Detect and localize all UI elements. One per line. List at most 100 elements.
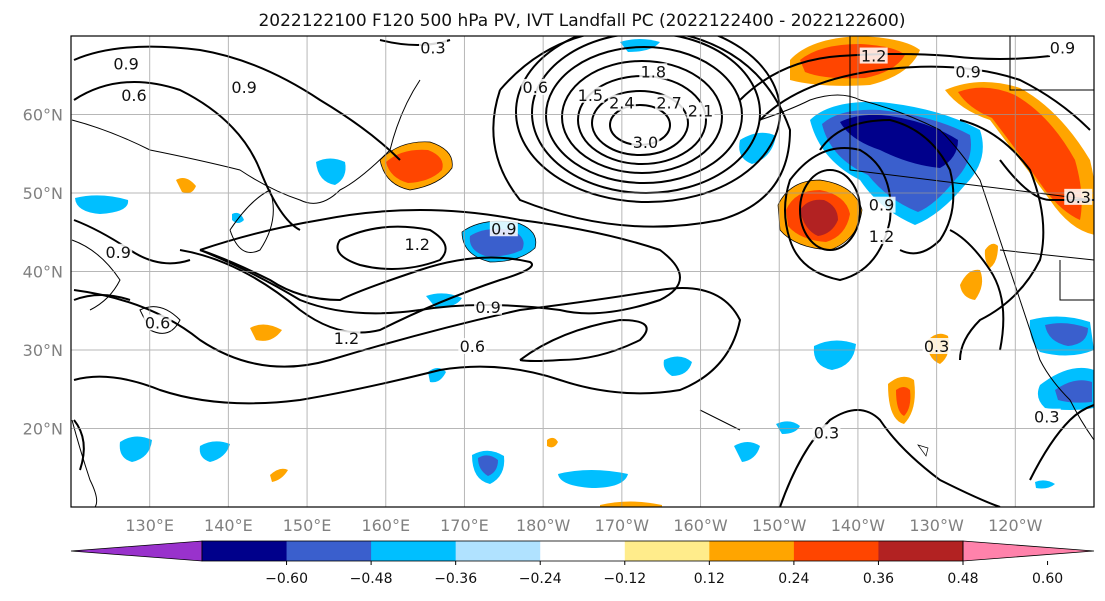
contour-labels: 0.9 0.6 0.9 0.3 0.6 1.5 1.8 2.4 2.7 2.1 3.0 1.2 0.9 0… [104, 39, 1093, 442]
contour-label-bg [1064, 188, 1093, 205]
colorbar-extend-high [962, 540, 1095, 562]
colorbar-tick-labels: −0.60 −0.48 −0.36 −0.24 −0.12 0.12 0.24 0.36 0.4… [265, 561, 1063, 587]
lon-tick-label: 160°W [673, 516, 728, 535]
contour-label: 0.3 [1066, 188, 1091, 207]
contour-label-bg [867, 228, 896, 245]
contour-label: 0.9 [105, 243, 130, 262]
contour-label: 0.9 [231, 78, 256, 97]
contour-label-bg [686, 102, 715, 119]
contour-label-bg [1032, 408, 1061, 425]
lat-tick-label: 50°N [23, 184, 63, 203]
contour-label-bg [403, 235, 432, 252]
pv-contour-lines [73, 36, 1094, 507]
contour-label-bg [859, 47, 888, 64]
colorbar-tick-label: 0.24 [778, 571, 809, 587]
colorbar-tick-label: −0.24 [519, 571, 562, 587]
contour-label: 2.7 [656, 94, 681, 113]
contour-label: 0.3 [924, 337, 949, 356]
colorbar-tick-label: −0.36 [434, 571, 477, 587]
contour-label: 0.9 [113, 54, 138, 73]
contour-label: 0.6 [523, 78, 548, 97]
map-frame [70, 35, 1095, 508]
contour-label: 2.1 [688, 102, 713, 121]
contour-label: 0.6 [121, 86, 146, 105]
colorbar-segment [624, 541, 710, 561]
contour-label: 3.0 [633, 133, 658, 152]
ivt-negative-anomaly-small [316, 158, 346, 185]
colorbar-segment [709, 541, 795, 561]
contour-label: 1.2 [861, 47, 886, 66]
colorbar-segment [878, 541, 964, 561]
contour-label-bg [521, 78, 550, 95]
contour-label: 0.3 [1034, 408, 1059, 427]
contour-label-bg [631, 133, 660, 150]
contour-label-bg [474, 298, 503, 315]
lat-tick-label: 40°N [23, 263, 63, 282]
lon-tick-label: 170°E [440, 516, 489, 535]
lon-tick-label: 130°W [909, 516, 964, 535]
coastlines [71, 36, 1094, 507]
contour-label: 2.4 [609, 94, 634, 113]
colorbar-extend-low [70, 540, 203, 562]
lon-tick-label: 140°W [831, 516, 886, 535]
contour-label-bg [922, 338, 951, 354]
contour-label-bg [458, 338, 487, 354]
colorbar-segment [202, 541, 288, 561]
contour-label-bg [230, 78, 259, 95]
lon-tick-label: 130°E [125, 516, 174, 535]
colorbar-tick-label: 0.48 [947, 571, 978, 587]
colorbar-tick-label: −0.48 [350, 571, 393, 587]
lon-tick-label: 120°W [988, 516, 1043, 535]
contour-label: 0.9 [491, 219, 516, 238]
contour-label-bg [655, 94, 684, 111]
contour-label-bg [639, 63, 668, 80]
colorbar-tick-label: 0.12 [694, 571, 725, 587]
colorbar-segment [455, 541, 541, 561]
contour-label-bg [812, 424, 841, 441]
contour-label-bg [143, 314, 172, 331]
contour-label-bg [119, 86, 148, 103]
contour-label-bg [954, 63, 983, 80]
contour-label-bg [576, 86, 605, 103]
lon-tick-label: 150°E [283, 516, 332, 535]
contour-label: 0.9 [869, 196, 894, 215]
contour-label-bg [418, 39, 447, 56]
contour-label: 0.9 [475, 298, 500, 317]
lon-tick-label: 160°E [361, 516, 410, 535]
colorbar-segment [371, 541, 457, 561]
contour-label: 0.3 [420, 39, 445, 58]
contour-label-bg [104, 243, 133, 260]
contour-label-bg [332, 330, 361, 347]
contour-label-bg [112, 55, 141, 72]
lon-tick-label: 170°W [595, 516, 650, 535]
contour-label: 0.9 [1050, 39, 1075, 58]
contour-label: 1.2 [334, 329, 359, 348]
contour-label: 0.6 [460, 337, 485, 356]
contour-label: 1.5 [578, 86, 603, 105]
contour-label-bg [867, 196, 896, 213]
lon-tick-label: 180°W [516, 516, 571, 535]
colorbar-segment [793, 541, 879, 561]
figure-title: 2022122100 F120 500 hPa PV, IVT Landfall… [258, 11, 905, 31]
colorbar-tick-label: −0.12 [603, 571, 646, 587]
lat-tick-label: 20°N [23, 420, 63, 439]
colorbar-tick-label: −0.60 [265, 571, 308, 587]
contour-label: 0.9 [955, 62, 980, 81]
colorbar-outline [201, 540, 964, 562]
contour-label: 1.8 [641, 62, 666, 81]
colorbar [70, 540, 1095, 562]
lat-tick-label: 30°N [23, 341, 63, 360]
colorbar-segment [286, 541, 372, 561]
contour-label: 0.3 [814, 423, 839, 442]
longitude-tick-labels: 130°E 140°E 150°E 160°E 170°E 180°W 170°W 160°W… [125, 516, 1042, 535]
contour-label: 1.2 [869, 227, 894, 246]
map-gridlines [71, 36, 1094, 507]
contour-label: 0.6 [145, 313, 170, 332]
contour-label-bg [607, 94, 636, 111]
lat-tick-label: 60°N [23, 106, 63, 125]
lon-tick-label: 150°W [752, 516, 807, 535]
colorbar-tick-label: 0.60 [1032, 571, 1063, 587]
colorbar-tick-label: 0.36 [863, 571, 894, 587]
lon-tick-label: 140°E [204, 516, 253, 535]
